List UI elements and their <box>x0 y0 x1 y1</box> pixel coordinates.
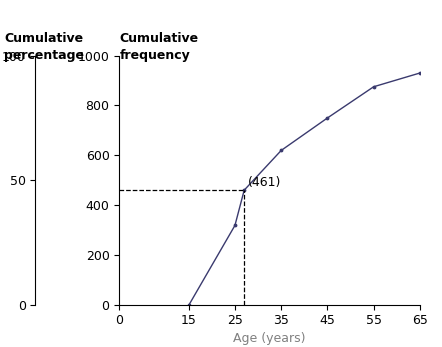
Text: frequency: frequency <box>119 49 190 62</box>
X-axis label: Age (years): Age (years) <box>233 331 306 345</box>
Text: percentage: percentage <box>4 49 84 62</box>
Text: (461): (461) <box>248 176 281 189</box>
Text: Cumulative: Cumulative <box>4 32 84 45</box>
Text: Cumulative: Cumulative <box>119 32 198 45</box>
